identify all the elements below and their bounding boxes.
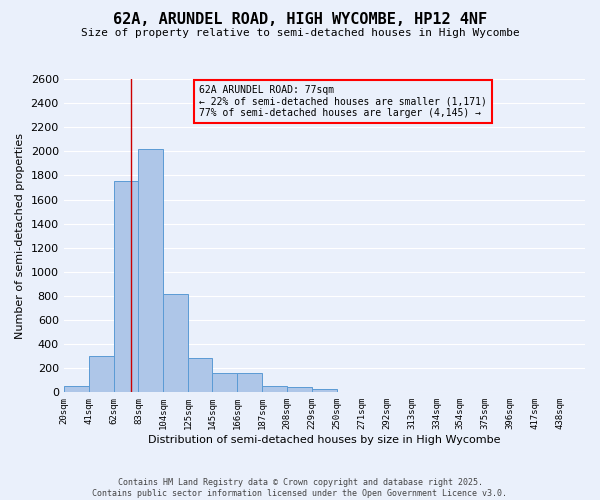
Bar: [237, 373, 262, 392]
Bar: [163, 294, 188, 392]
Bar: [312, 390, 337, 392]
Text: Contains HM Land Registry data © Crown copyright and database right 2025.
Contai: Contains HM Land Registry data © Crown c…: [92, 478, 508, 498]
Bar: [287, 387, 312, 392]
Text: 62A, ARUNDEL ROAD, HIGH WYCOMBE, HP12 4NF: 62A, ARUNDEL ROAD, HIGH WYCOMBE, HP12 4N…: [113, 12, 487, 28]
Bar: [212, 373, 237, 392]
Bar: [139, 149, 163, 392]
X-axis label: Distribution of semi-detached houses by size in High Wycombe: Distribution of semi-detached houses by …: [148, 435, 500, 445]
Bar: [64, 386, 89, 392]
Y-axis label: Number of semi-detached properties: Number of semi-detached properties: [15, 132, 25, 338]
Bar: [113, 182, 139, 392]
Bar: [262, 386, 287, 392]
Text: 62A ARUNDEL ROAD: 77sqm
← 22% of semi-detached houses are smaller (1,171)
77% of: 62A ARUNDEL ROAD: 77sqm ← 22% of semi-de…: [199, 86, 487, 118]
Bar: [188, 358, 212, 392]
Text: Size of property relative to semi-detached houses in High Wycombe: Size of property relative to semi-detach…: [80, 28, 520, 38]
Bar: [89, 356, 113, 393]
